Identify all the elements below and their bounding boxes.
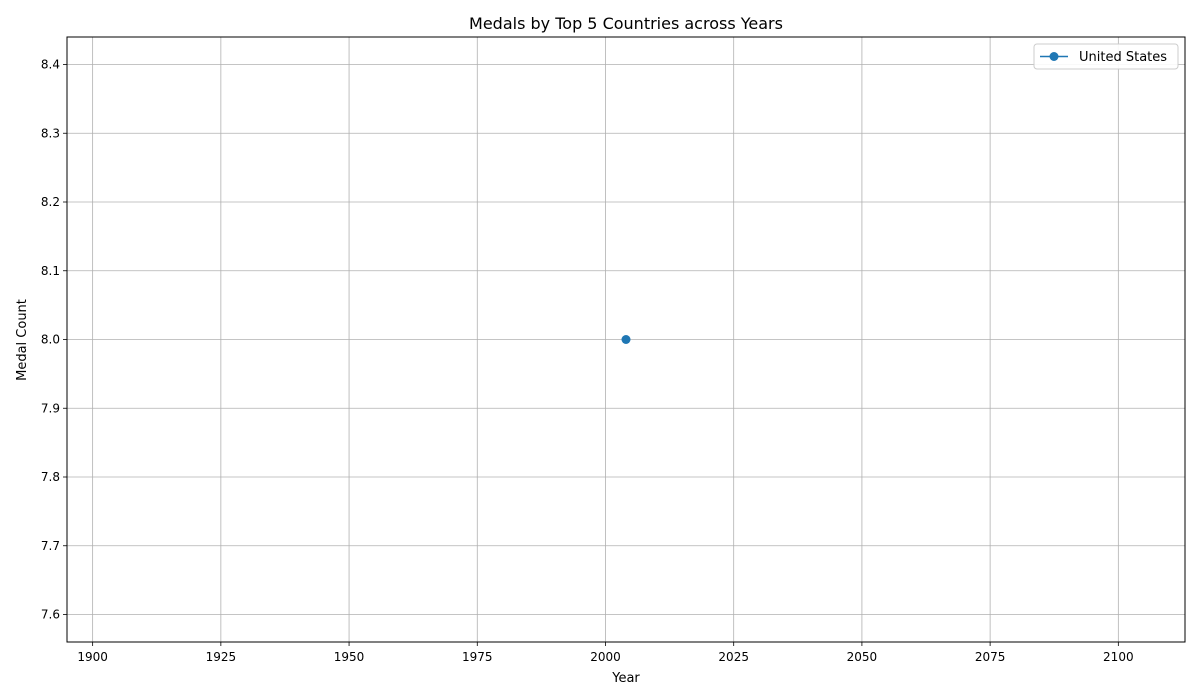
legend-marker-united-states	[1049, 52, 1059, 61]
x-tick-label: 2000	[590, 650, 621, 664]
x-tick-label: 1950	[334, 650, 365, 664]
x-tick-label: 2050	[847, 650, 878, 664]
legend: United States	[1033, 43, 1179, 70]
legend-label-united-states: United States	[1079, 50, 1167, 65]
x-axis-label: Year	[611, 671, 640, 686]
x-tick-label: 1925	[206, 650, 237, 664]
y-tick-label: 7.7	[41, 539, 60, 553]
series-layer	[621, 335, 631, 344]
x-tick-label: 2100	[1103, 650, 1134, 664]
y-tick-label: 8.1	[41, 264, 60, 278]
x-tick-label: 1900	[77, 650, 108, 664]
y-axis-ticks: 7.6 7.7 7.8 7.9 8.0 8.1 8.2 8.3 8.4	[41, 58, 67, 622]
x-tick-label: 2025	[718, 650, 749, 664]
y-tick-label: 8.3	[41, 126, 60, 140]
y-tick-label: 7.9	[41, 401, 60, 415]
data-point-united-states	[621, 335, 631, 344]
y-axis-label: Medal Count	[15, 299, 30, 381]
y-tick-label: 8.0	[41, 333, 60, 347]
y-tick-label: 8.2	[41, 195, 60, 209]
y-tick-label: 8.4	[41, 58, 60, 72]
x-axis-ticks: 1900 1925 1950 1975 2000 2025 2050 2075 2100	[77, 642, 1134, 664]
y-tick-label: 7.6	[41, 608, 60, 622]
x-tick-label: 1975	[462, 650, 493, 664]
y-tick-label: 7.8	[41, 470, 60, 484]
x-tick-label: 2075	[975, 650, 1006, 664]
chart-title: Medals by Top 5 Countries across Years	[469, 14, 783, 33]
legend-box	[1033, 43, 1179, 70]
